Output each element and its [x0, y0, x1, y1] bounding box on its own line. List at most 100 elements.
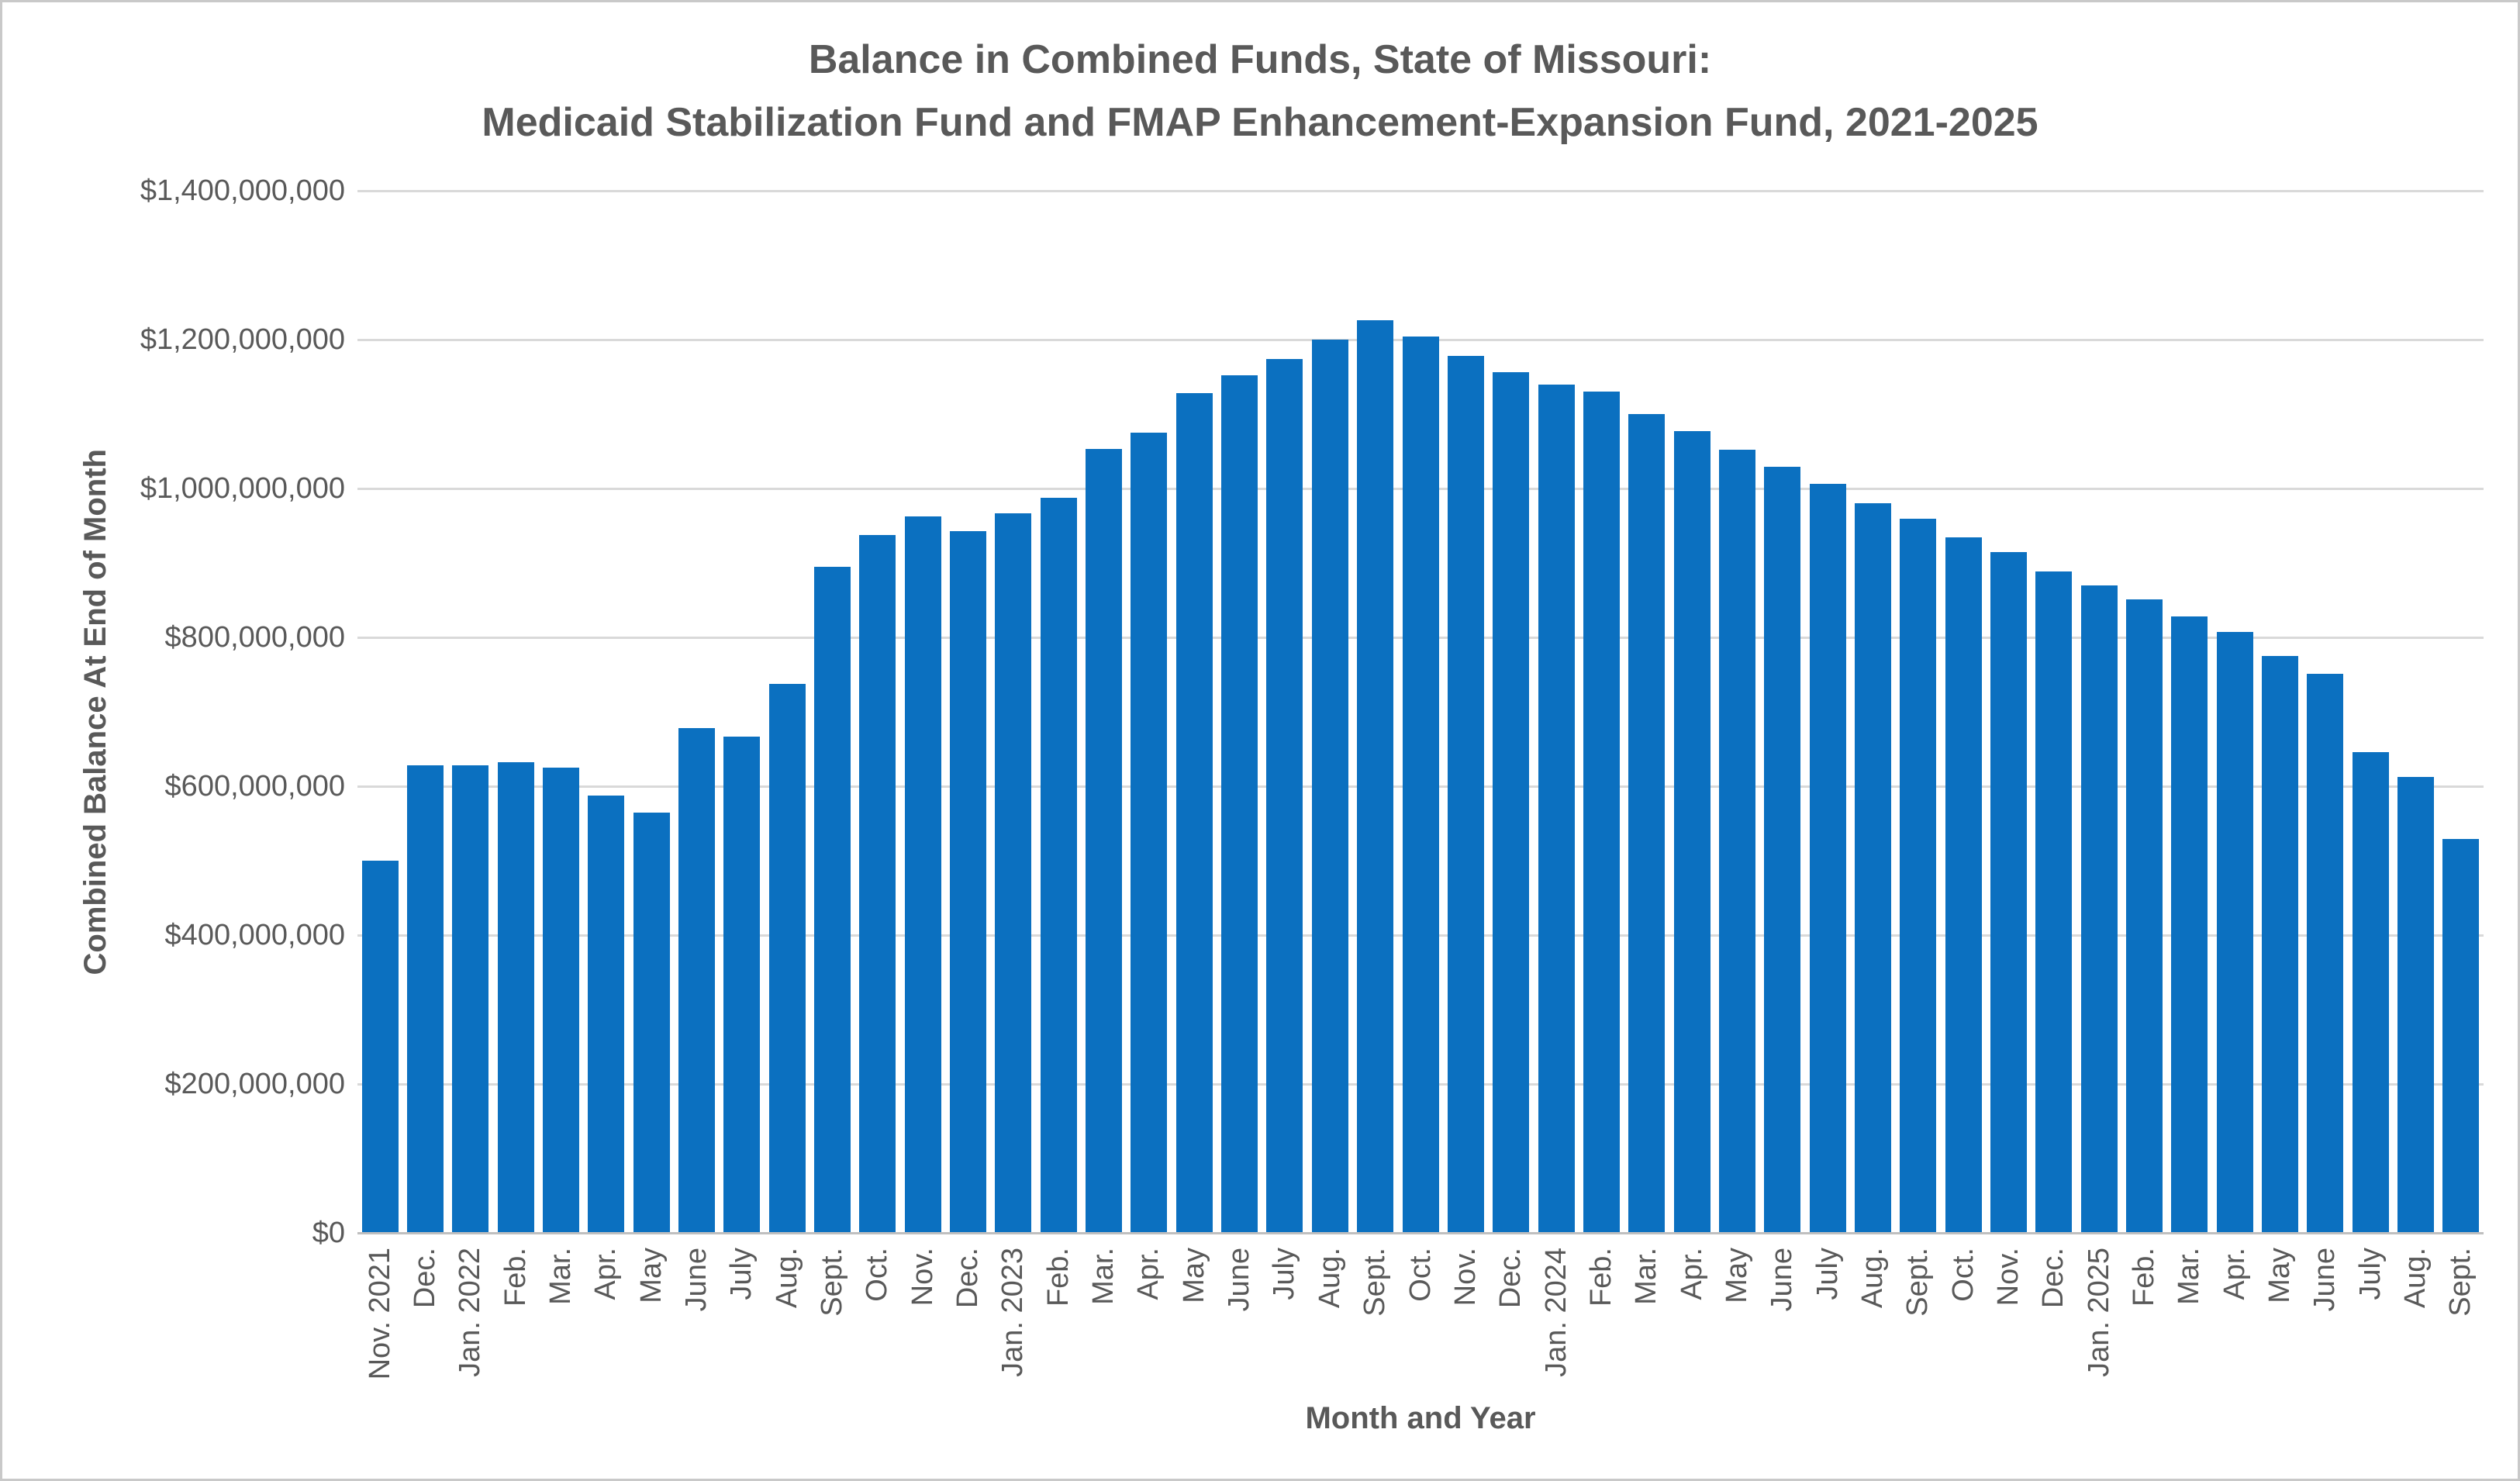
- bar: [904, 516, 941, 1232]
- x-tick-label: Sept.: [1358, 1248, 1392, 1317]
- bar: [1131, 433, 1168, 1232]
- x-tick-label: Feb.: [2127, 1248, 2160, 1307]
- x-tick-label: May: [1720, 1248, 1753, 1303]
- x-tick-label: Oct.: [1946, 1248, 1980, 1302]
- bar: [2397, 777, 2434, 1232]
- bar: [1900, 519, 1937, 1232]
- y-tick-label: $1,400,000,000: [140, 174, 345, 207]
- y-tick-labels: $0 $200,000,000 $400,000,000 $600,000,000 $8…: [2, 2, 345, 1479]
- y-tick-label: $1,200,000,000: [140, 323, 345, 356]
- x-tick-label: Dec.: [409, 1248, 441, 1309]
- x-tick-labels: Nov. 2021 Dec. Jan. 2022 Feb. Mar. Apr. May Jun…: [2, 1248, 2518, 1399]
- x-tick-label: July: [1268, 1248, 1301, 1300]
- bar: [1086, 449, 1123, 1232]
- bar: [2307, 674, 2344, 1232]
- bar: [1311, 340, 1348, 1232]
- y-tick-label: $600,000,000: [164, 770, 345, 803]
- bar: [1764, 467, 1801, 1232]
- bar: [995, 513, 1032, 1232]
- x-tick-label: Feb.: [1584, 1248, 1617, 1307]
- x-tick-label: June: [680, 1248, 713, 1312]
- y-tick-label: $800,000,000: [164, 621, 345, 654]
- bar: [633, 812, 670, 1232]
- x-tick-label: Aug.: [1313, 1248, 1346, 1309]
- bar: [1040, 497, 1077, 1232]
- x-tick-label: May: [2263, 1248, 2296, 1303]
- bar: [1493, 372, 1530, 1232]
- x-tick-label: Jan. 2024: [1539, 1248, 1572, 1377]
- x-tick-label: June: [2308, 1248, 2342, 1312]
- bar: [497, 762, 534, 1232]
- x-tick-label: Aug.: [1855, 1248, 1889, 1309]
- x-tick-label: Mar.: [1630, 1248, 1663, 1305]
- bar: [814, 566, 851, 1232]
- bar: [2352, 751, 2389, 1232]
- x-tick-label: Nov. 2021: [363, 1248, 396, 1380]
- bar: [452, 765, 489, 1232]
- x-tick-label: Nov.: [1991, 1248, 2025, 1307]
- bar: [2261, 656, 2298, 1232]
- bar: [2080, 585, 2118, 1232]
- y-tick-label: $0: [312, 1217, 345, 1249]
- x-tick-label: Mar.: [544, 1248, 578, 1305]
- bar: [1221, 375, 1258, 1232]
- bar: [768, 684, 806, 1232]
- x-tick-label: Nov.: [1448, 1248, 1482, 1307]
- x-tick-label: Apr.: [2218, 1248, 2251, 1300]
- x-tick-label: Apr.: [589, 1248, 623, 1300]
- chart-title-line-1: Balance in Combined Funds, State of Miss…: [808, 37, 1712, 82]
- chart-title-line-2: Medicaid Stabilization Fund and FMAP Enh…: [482, 99, 2038, 145]
- x-tick-label: May: [1177, 1248, 1210, 1303]
- bar: [1945, 537, 1982, 1232]
- x-tick-label: Sept.: [2444, 1248, 2477, 1317]
- bar: [1628, 414, 1666, 1232]
- bar: [361, 861, 399, 1232]
- bar: [1673, 431, 1710, 1232]
- y-tick-label: $1,000,000,000: [140, 472, 345, 505]
- bar: [2216, 632, 2253, 1232]
- bar: [723, 736, 761, 1232]
- bar: [2442, 839, 2480, 1232]
- bar: [2171, 616, 2208, 1232]
- x-tick-label: July: [1811, 1248, 1844, 1300]
- x-tick-label: Sept.: [816, 1248, 849, 1317]
- bar: [1266, 358, 1303, 1232]
- bar: [1583, 392, 1620, 1232]
- bar: [1809, 484, 1846, 1232]
- bar: [1854, 503, 1891, 1232]
- bar: [950, 530, 987, 1232]
- x-tick-label: June: [1766, 1248, 1799, 1312]
- bar: [859, 534, 896, 1232]
- bar: [1402, 337, 1439, 1232]
- x-tick-label: Feb.: [1041, 1248, 1075, 1307]
- x-tick-label: Jan. 2025: [2082, 1248, 2115, 1377]
- x-tick-label: Jan. 2023: [996, 1248, 1030, 1377]
- x-tick-label: Dec.: [2037, 1248, 2070, 1309]
- bar: [543, 768, 580, 1232]
- x-tick-label: Apr.: [1132, 1248, 1165, 1300]
- x-tick-label: May: [634, 1248, 668, 1303]
- x-tick-label: Sept.: [1901, 1248, 1935, 1317]
- bar: [1447, 356, 1484, 1232]
- chart-title: Balance in Combined Funds, State of Miss…: [2, 29, 2518, 154]
- bar: [678, 728, 716, 1232]
- x-axis-title: Month and Year: [1305, 1401, 1536, 1435]
- x-tick-label: June: [1223, 1248, 1256, 1312]
- x-tick-label: Feb.: [499, 1248, 532, 1307]
- x-tick-label: July: [725, 1248, 758, 1300]
- x-tick-label: Aug.: [2398, 1248, 2432, 1309]
- x-tick-label: Oct.: [1403, 1248, 1437, 1302]
- x-tick-label: Mar.: [1087, 1248, 1120, 1305]
- x-tick-label: Mar.: [2173, 1248, 2206, 1305]
- bar: [1538, 384, 1575, 1232]
- x-tick-label: Oct.: [861, 1248, 894, 1302]
- bar: [588, 796, 625, 1232]
- y-tick-label: $400,000,000: [164, 919, 345, 951]
- gridline: [357, 190, 2484, 192]
- x-tick-label: Jan. 2022: [454, 1248, 487, 1377]
- bar: [2125, 599, 2163, 1232]
- bar: [2035, 571, 2073, 1232]
- x-tick-label: July: [2353, 1248, 2387, 1300]
